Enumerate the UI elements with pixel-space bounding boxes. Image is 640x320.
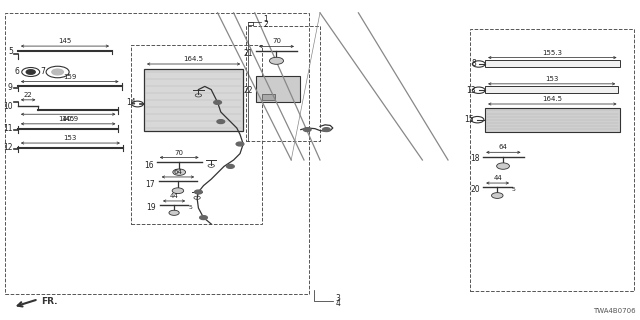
Text: 153: 153 bbox=[64, 135, 77, 141]
Circle shape bbox=[173, 169, 186, 175]
Text: 145: 145 bbox=[61, 116, 75, 122]
Circle shape bbox=[52, 69, 63, 75]
Text: 2: 2 bbox=[264, 20, 268, 29]
Bar bbox=[144, 69, 243, 131]
Text: 44: 44 bbox=[170, 193, 179, 199]
Text: 5: 5 bbox=[8, 47, 13, 56]
Text: TWA4B0706: TWA4B0706 bbox=[593, 308, 636, 314]
Bar bbox=[131, 45, 262, 224]
Circle shape bbox=[217, 120, 225, 124]
Text: 145: 145 bbox=[58, 38, 72, 44]
Text: 20: 20 bbox=[470, 185, 480, 194]
Text: 9: 9 bbox=[8, 83, 13, 92]
Text: 153: 153 bbox=[545, 76, 558, 82]
Text: FR.: FR. bbox=[42, 297, 58, 306]
Text: 10: 10 bbox=[3, 102, 13, 111]
Circle shape bbox=[200, 216, 207, 220]
Text: 159: 159 bbox=[63, 74, 76, 80]
Circle shape bbox=[195, 190, 202, 194]
Bar bbox=[246, 26, 320, 141]
Text: 70: 70 bbox=[272, 38, 281, 44]
Text: 13: 13 bbox=[467, 86, 476, 95]
Circle shape bbox=[26, 70, 35, 74]
Text: 22: 22 bbox=[24, 92, 33, 98]
Bar bbox=[5, 13, 309, 294]
Text: 70: 70 bbox=[175, 149, 184, 156]
Text: 11: 11 bbox=[3, 124, 13, 133]
Text: 14: 14 bbox=[126, 98, 136, 107]
Text: 164.5: 164.5 bbox=[184, 56, 204, 62]
Text: 8: 8 bbox=[472, 60, 476, 68]
Text: 16: 16 bbox=[144, 161, 154, 170]
Text: 140.9: 140.9 bbox=[58, 116, 78, 122]
Circle shape bbox=[236, 142, 244, 146]
Circle shape bbox=[492, 193, 503, 198]
Bar bbox=[470, 29, 634, 291]
Text: 22: 22 bbox=[244, 86, 253, 95]
Text: 21: 21 bbox=[244, 49, 253, 58]
Text: 3: 3 bbox=[335, 294, 340, 303]
Text: 64: 64 bbox=[499, 144, 508, 150]
Bar bbox=[256, 76, 300, 102]
Text: 44: 44 bbox=[493, 175, 502, 181]
Circle shape bbox=[269, 57, 284, 64]
Circle shape bbox=[497, 163, 509, 169]
Text: 7: 7 bbox=[40, 68, 45, 76]
Text: 18: 18 bbox=[470, 154, 480, 163]
Bar bbox=[485, 108, 620, 132]
Text: 5: 5 bbox=[188, 205, 192, 210]
Circle shape bbox=[214, 100, 221, 104]
Text: 17: 17 bbox=[145, 180, 155, 189]
Circle shape bbox=[172, 188, 184, 194]
Text: 15: 15 bbox=[464, 115, 474, 124]
Text: 12: 12 bbox=[3, 143, 13, 152]
Text: 19: 19 bbox=[147, 203, 156, 212]
Text: 6: 6 bbox=[14, 68, 19, 76]
Text: 64: 64 bbox=[173, 169, 182, 175]
Circle shape bbox=[303, 128, 311, 132]
Bar bbox=[485, 60, 620, 67]
Text: 4: 4 bbox=[335, 299, 340, 308]
Text: 164.5: 164.5 bbox=[542, 96, 563, 102]
Bar bbox=[485, 86, 618, 93]
Text: 1: 1 bbox=[264, 15, 268, 24]
Circle shape bbox=[323, 128, 330, 132]
Bar bbox=[262, 94, 275, 100]
Circle shape bbox=[227, 164, 234, 168]
Text: 155.3: 155.3 bbox=[542, 50, 563, 56]
Circle shape bbox=[169, 210, 179, 215]
Text: 5: 5 bbox=[512, 187, 516, 192]
